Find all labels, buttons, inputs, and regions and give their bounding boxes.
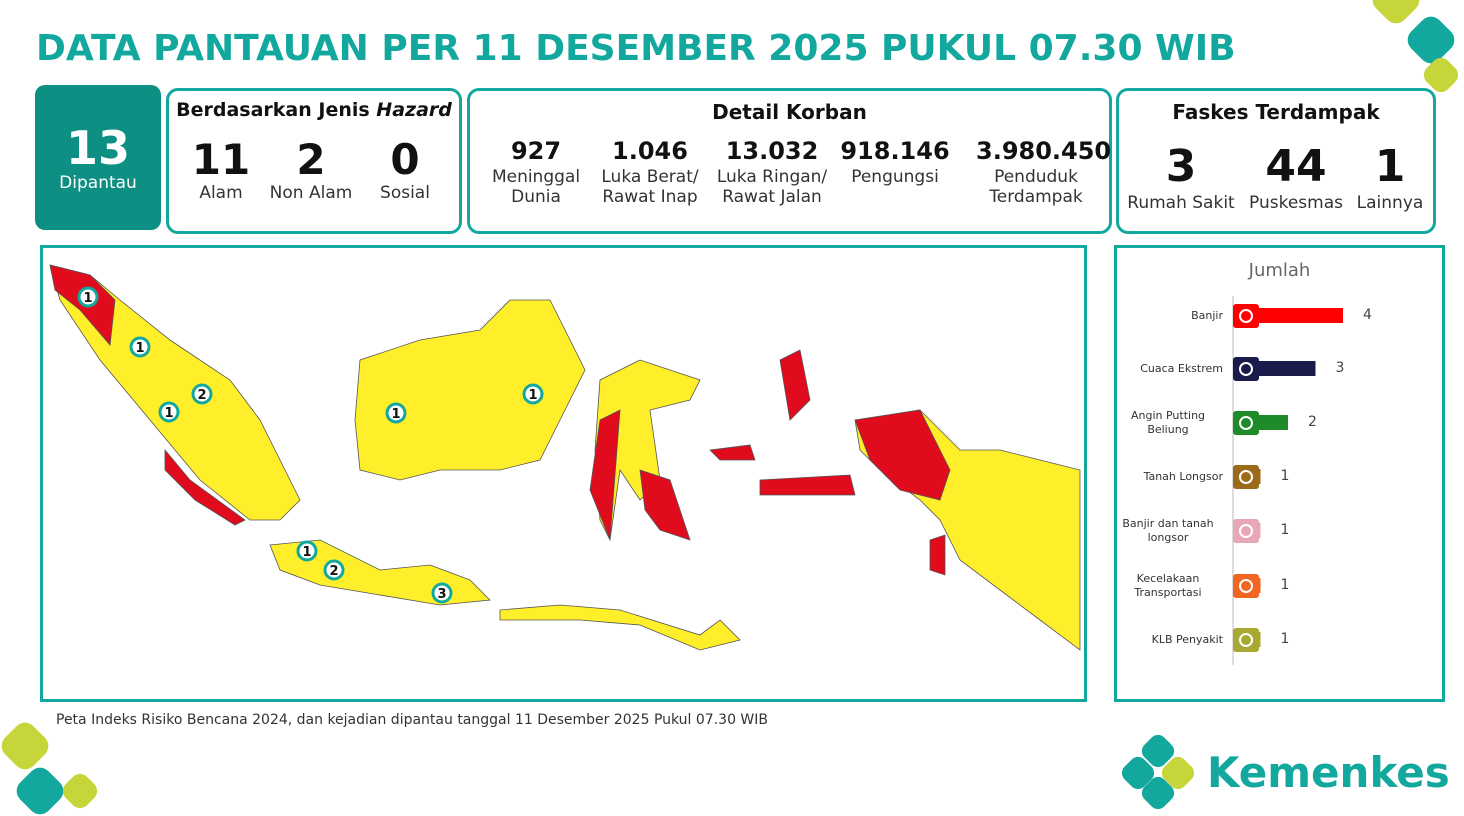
chart-frame [1114,245,1445,702]
corner-decoration [1,722,98,815]
stat-value: 11 [191,135,251,184]
category-label: Angin Putting Beliung [1113,409,1223,437]
monitored-label: Dipantau [59,173,137,193]
map: 1 1 2 1 1 1 1 2 3 [40,245,1087,702]
category-label: Banjir [1113,302,1223,330]
stat-label: Non Alam [269,183,353,203]
stat-label: Sosial [380,183,430,203]
data-label: 1 [1280,468,1290,484]
brand-logo [1122,735,1195,810]
stat: 1.046 Luka Berat/ Rawat Inap [590,137,710,207]
victims-title: Detail Korban [712,100,867,124]
stat: 1 Lainnya [1333,141,1448,214]
map-marker-label: 1 [83,291,92,306]
category-label: Kecelakaan Transportasi [1113,572,1223,600]
stat: 44 Puskesmas [1239,141,1354,214]
category-text: Tanah Longsor [1143,470,1223,483]
map-marker [431,582,453,604]
map-marker [522,383,544,405]
map-marker-label: 2 [197,388,206,403]
category-text: Banjir dan tanah longsor [1122,517,1214,544]
chart-title: Jumlah [1248,260,1311,281]
facilities-title: Faskes Terdampak [1172,100,1380,124]
map-note: Peta Indeks Risiko Bencana 2024, dan kej… [56,712,769,728]
stat-value: 927 [510,137,562,165]
category-label: Cuaca Ekstrem [1113,355,1223,383]
stat-label: Rumah Sakit [1127,193,1235,213]
map-marker-label: 2 [329,564,338,579]
stat: 13.032 Luka Ringan/ Rawat Jalan [712,137,832,207]
map-marker-label: 1 [528,388,537,403]
stat: 11 Alam [171,135,271,204]
map-marker-label: 1 [302,545,311,560]
map-regions [49,264,1081,651]
stat-label: Luka Ringan/ Rawat Jalan [716,167,828,207]
map-marker-label: 3 [437,587,446,602]
data-label: 1 [1280,631,1290,647]
map-marker-label: 1 [164,406,173,421]
hazard-title: Berdasarkan Jenis Hazard [169,99,459,121]
map-marker-label: 1 [135,341,144,356]
stat: 0 Sosial [355,135,455,204]
map-marker [158,401,180,423]
brand-name: Kemenkes [1207,748,1450,797]
stat-value: 2 [296,135,326,184]
map-marker [191,383,213,405]
map-marker [385,402,407,424]
stat-label: Lainnya [1356,193,1424,213]
stat-value: 918.146 [840,137,950,165]
category-label: Banjir dan tanah longsor [1113,517,1223,545]
stat-label: Luka Berat/ Rawat Inap [601,167,699,207]
monitored-card: 13 Dipantau [35,85,161,230]
data-label: 2 [1308,414,1317,430]
victims-card: Detail Korban 927 Meninggal Dunia 1.046 Luk… [467,88,1112,234]
category-label: Tanah Longsor [1113,463,1223,491]
category-text: KLB Penyakit [1151,633,1223,646]
stat-value: 1 [1374,141,1406,192]
stat: 918.146 Pengungsi [835,137,955,187]
stat: 2 Non Alam [261,135,361,204]
stat-value: 3 [1165,141,1197,192]
stat-value: 0 [390,135,420,184]
stat-label: Meninggal Dunia [491,167,581,207]
stat: 3.980.450 Penduduk Terdampak [976,137,1112,207]
category-text: Cuaca Ekstrem [1140,362,1223,375]
stat-value: 1.046 [612,137,688,165]
stat: 3 Rumah Sakit [1124,141,1239,214]
facilities-card: Faskes Terdampak 3 Rumah Sakit 44 Puskesmas… [1116,88,1436,234]
data-label: 4 [1363,307,1372,323]
map-marker [129,336,151,358]
map-marker-label: 1 [391,407,400,422]
category-label: KLB Penyakit [1113,626,1223,654]
map-marker [323,559,345,581]
stat-value: 44 [1265,141,1327,192]
data-label: 1 [1280,577,1290,593]
category-text: Banjir [1191,309,1223,322]
data-label: 3 [1335,360,1345,376]
category-text: Kecelakaan Transportasi [1134,572,1202,599]
stat-value: 13.032 [725,137,819,165]
stat-label: Alam [199,183,243,203]
monitored-value: 13 [65,121,130,175]
hazard-card: Berdasarkan Jenis Hazard 11 Alam 2 Non Alam… [166,88,462,234]
stat-value: 3.980.450 [976,137,1112,165]
title: DATA PANTAUAN PER 11 DESEMBER 2025 PUKUL… [36,28,1236,69]
hazard-title-text: Berdasarkan Jenis [176,99,370,121]
data-label: 1 [1280,522,1290,538]
stat-label: Pengungsi [851,167,939,187]
hazard-title-emphasis: Hazard [376,99,452,121]
stat-label: Penduduk Terdampak [989,167,1083,207]
stat-label: Puskesmas [1249,193,1343,213]
logo-decoration [1372,0,1459,93]
map-marker [296,540,318,562]
map-marker [77,286,99,308]
category-text: Angin Putting Beliung [1130,409,1206,436]
stat: 927 Meninggal Dunia [476,137,596,207]
